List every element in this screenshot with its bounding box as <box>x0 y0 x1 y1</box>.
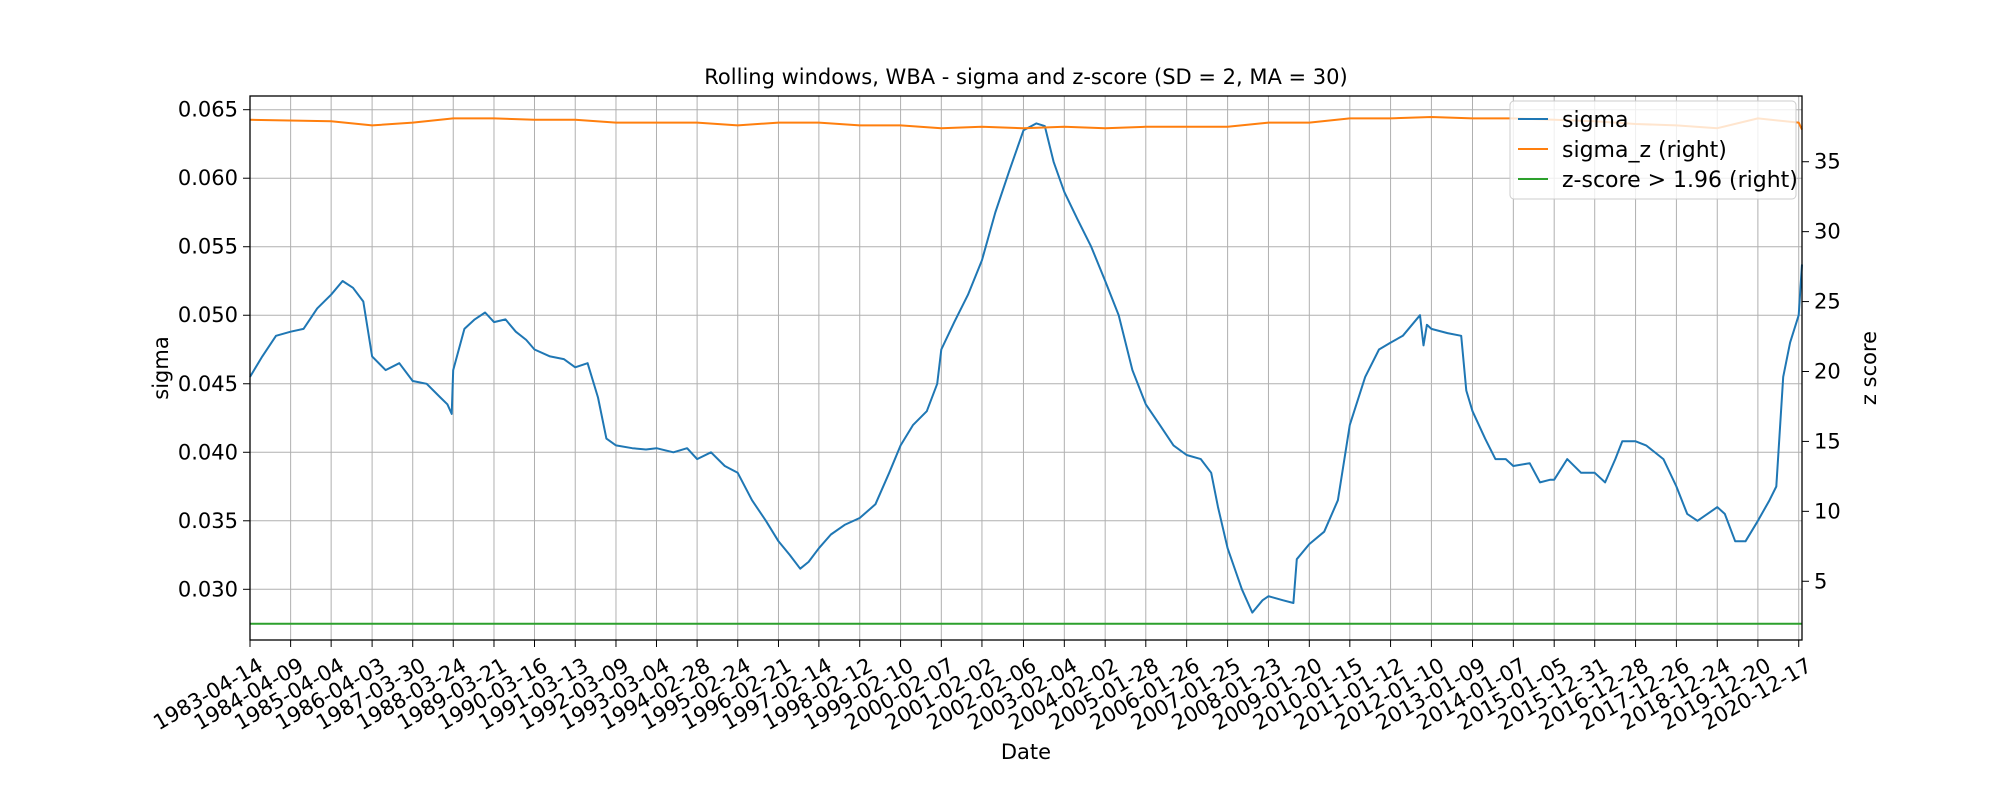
right-axis: 5 10 15 20 25 30 35 <box>1802 150 1841 593</box>
legend-label: sigma <box>1562 108 1628 133</box>
y-axis-label: sigma <box>149 336 173 399</box>
y2-tick-label: 35 <box>1814 150 1841 174</box>
series-line-sigma <box>249 122 1803 614</box>
y2-tick-label: 10 <box>1814 499 1841 523</box>
y-tick-label: 0.035 <box>178 509 238 533</box>
left-axis: 0.030 0.035 0.040 0.045 0.050 0.055 0.060 0.065 <box>178 98 250 601</box>
x-axis: 1983-04-141984-04-091985-04-041986-04-03… <box>149 640 1816 735</box>
y2-tick-label: 5 <box>1814 569 1827 593</box>
y-tick-label: 0.045 <box>178 372 238 396</box>
y2-tick-label: 25 <box>1814 290 1841 314</box>
y-tick-label: 0.055 <box>178 235 238 259</box>
x-axis-label: Date <box>1001 740 1051 764</box>
legend-label: sigma_z (right) <box>1562 138 1727 163</box>
legend-box <box>1509 100 1797 200</box>
legend: sigma sigma_z (right) z-score > 1.96 (righ… <box>1509 100 1798 200</box>
y-tick-label: 0.030 <box>178 577 238 601</box>
y2-tick-label: 20 <box>1814 359 1841 383</box>
legend-label: z-score > 1.96 (right) <box>1562 168 1798 193</box>
chart-title: Rolling windows, WBA - sigma and z-score… <box>704 65 1347 89</box>
y-tick-label: 0.065 <box>178 98 238 122</box>
plot-frame <box>249 95 1803 641</box>
y2-tick-label: 30 <box>1814 220 1841 244</box>
y-tick-label: 0.060 <box>178 166 238 190</box>
y-tick-label: 0.050 <box>178 303 238 327</box>
y-tick-label: 0.040 <box>178 440 238 464</box>
y2-axis-label: z score <box>1857 331 1881 405</box>
y2-tick-label: 15 <box>1814 429 1841 453</box>
